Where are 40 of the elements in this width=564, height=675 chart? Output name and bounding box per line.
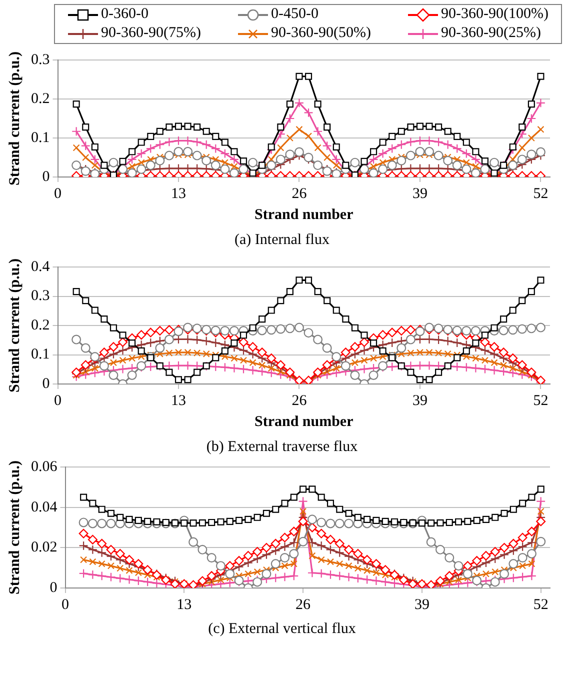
y-axis-title: Strand current (p.u.): [6, 460, 23, 594]
x-tick-label: 26: [292, 392, 308, 409]
y-tick-label: 0.1: [31, 346, 50, 363]
x-tick-label: 26: [296, 596, 312, 613]
y-tick-label: 0: [50, 580, 58, 596]
x-tick-label: 52: [533, 186, 548, 202]
text: (b) External traverse flux: [205, 439, 359, 456]
x-tick-label: 0: [62, 596, 69, 613]
text: (c) External vertical flux: [207, 621, 357, 638]
y-tick-label: 0.02: [31, 540, 58, 556]
x-tick-label: 52: [533, 392, 548, 409]
x-tick-label: 13: [170, 186, 186, 202]
x-axis-title: Strand number: [254, 414, 354, 430]
x-axis-title: Strand number: [254, 206, 354, 223]
y-tick-label: 0.3: [31, 288, 50, 304]
legend-label: 0-360-0: [101, 6, 148, 23]
legend-label: 0-450-0: [271, 6, 318, 23]
y-axis-title: Strand current (p.u.): [6, 258, 23, 392]
x-tick-label: 13: [170, 392, 186, 409]
x-tick-label: 52: [533, 596, 548, 613]
text: (a) Internal flux: [234, 232, 330, 249]
legend-label: 90-360-90(25%): [441, 25, 541, 42]
legend-label: 90-360-90(100%): [441, 6, 548, 23]
y-tick-label: 0.1: [31, 130, 50, 146]
y-axis-title: Strand current (p.u.): [6, 52, 23, 186]
x-tick-label: 39: [412, 186, 428, 202]
y-tick-label: 0: [42, 168, 50, 185]
y-tick-label: 0.06: [31, 458, 58, 475]
y-tick-label: 0: [42, 376, 50, 392]
y-tick-label: 0.4: [31, 258, 50, 275]
y-tick-label: 0.04: [31, 499, 58, 516]
legend-label: 90-360-90(50%): [271, 25, 371, 42]
y-tick-label: 0.3: [31, 52, 50, 68]
y-tick-label: 0.2: [31, 90, 50, 107]
x-tick-label: 39: [414, 596, 430, 613]
legend-label: 90-360-90(75%): [101, 25, 201, 42]
x-tick-label: 13: [176, 596, 192, 613]
y-tick-label: 0.2: [31, 317, 50, 334]
x-tick-label: 39: [412, 392, 428, 409]
x-tick-label: 26: [292, 186, 308, 202]
